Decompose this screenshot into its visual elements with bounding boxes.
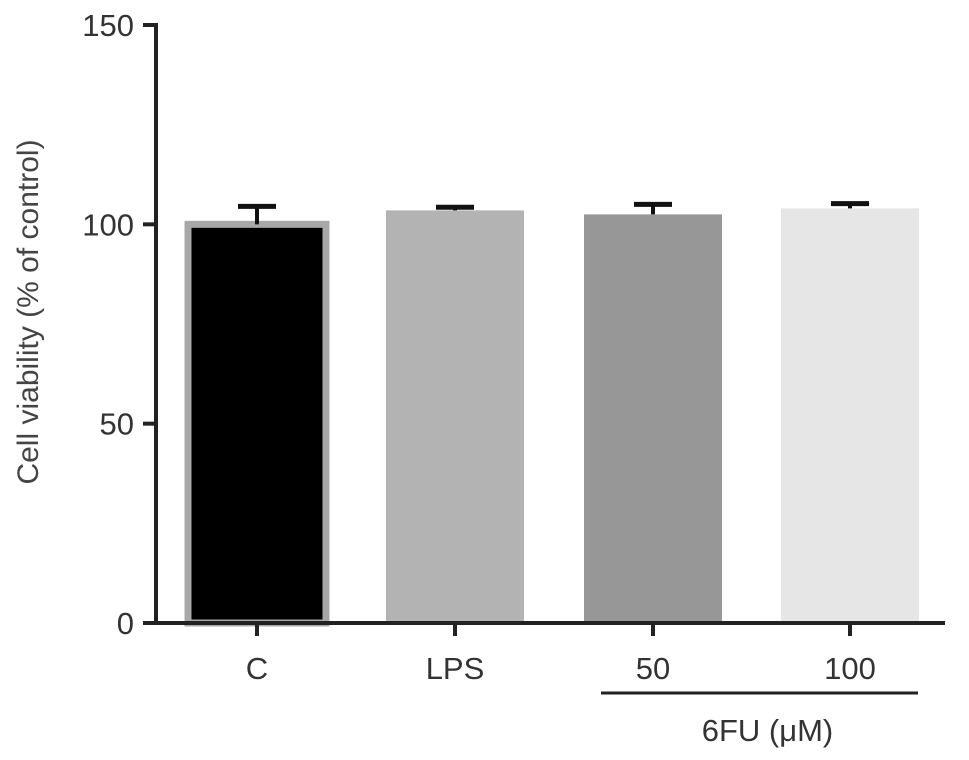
error-bar-lps	[436, 204, 474, 211]
x-tick-label-lps: LPS	[426, 651, 485, 686]
y-tick-label-0: 0	[117, 606, 134, 641]
x-tick-label-50: 50	[636, 651, 670, 686]
x-tick-label-c: C	[246, 651, 268, 686]
y-tick-label-100: 100	[82, 207, 134, 242]
y-tick-label-150: 150	[82, 8, 134, 43]
bar-lps	[386, 210, 524, 623]
error-bar-50	[634, 201, 672, 215]
group-label: 6FU (μM)	[702, 713, 834, 748]
bar-50	[584, 214, 722, 623]
bar-100	[781, 208, 919, 624]
error-bar-100	[831, 201, 869, 209]
error-bar-c	[238, 203, 276, 225]
y-tick-label-50: 50	[100, 407, 134, 442]
x-tick-label-100: 100	[824, 651, 876, 686]
bar-c	[184, 220, 330, 627]
y-axis-title: Cell viability (% of control)	[12, 139, 45, 484]
